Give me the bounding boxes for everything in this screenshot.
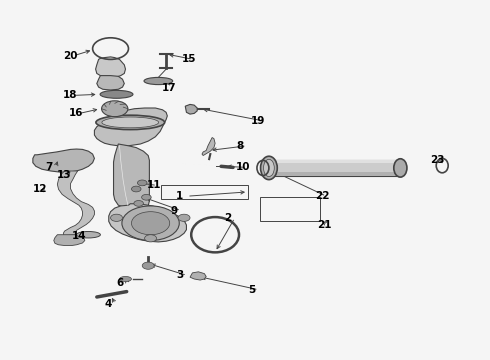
Text: 16: 16 bbox=[69, 108, 83, 118]
Polygon shape bbox=[33, 149, 95, 172]
Text: 17: 17 bbox=[161, 83, 176, 93]
Text: 19: 19 bbox=[251, 116, 266, 126]
Ellipse shape bbox=[262, 160, 270, 176]
Ellipse shape bbox=[102, 117, 159, 128]
Circle shape bbox=[131, 186, 141, 192]
Text: 13: 13 bbox=[57, 170, 71, 180]
Text: 4: 4 bbox=[104, 299, 112, 309]
Circle shape bbox=[131, 212, 170, 235]
Polygon shape bbox=[190, 272, 206, 280]
Ellipse shape bbox=[264, 159, 274, 176]
Polygon shape bbox=[185, 104, 197, 114]
Circle shape bbox=[142, 262, 154, 269]
Text: 8: 8 bbox=[236, 141, 244, 151]
Text: 7: 7 bbox=[45, 162, 52, 172]
Polygon shape bbox=[57, 171, 95, 236]
Polygon shape bbox=[97, 76, 124, 90]
Polygon shape bbox=[114, 144, 149, 209]
Text: 5: 5 bbox=[248, 285, 255, 295]
Text: 3: 3 bbox=[176, 270, 184, 280]
Polygon shape bbox=[96, 57, 125, 77]
Text: 1: 1 bbox=[176, 191, 184, 201]
Bar bbox=[266, 160, 400, 176]
Circle shape bbox=[137, 180, 147, 186]
Ellipse shape bbox=[144, 77, 172, 85]
Circle shape bbox=[134, 201, 144, 206]
Ellipse shape bbox=[96, 115, 165, 130]
Polygon shape bbox=[54, 235, 85, 246]
Text: 22: 22 bbox=[316, 191, 330, 201]
Text: 20: 20 bbox=[63, 51, 77, 61]
Text: 10: 10 bbox=[236, 162, 250, 172]
Text: 21: 21 bbox=[317, 220, 331, 230]
Circle shape bbox=[142, 194, 151, 200]
Polygon shape bbox=[109, 204, 186, 242]
Text: 12: 12 bbox=[33, 184, 48, 194]
Ellipse shape bbox=[76, 231, 100, 238]
Text: 6: 6 bbox=[117, 278, 124, 288]
Text: 14: 14 bbox=[72, 231, 86, 241]
Ellipse shape bbox=[261, 156, 277, 180]
Text: 15: 15 bbox=[182, 54, 197, 64]
Bar bbox=[260, 197, 319, 221]
Text: 11: 11 bbox=[147, 180, 161, 190]
Ellipse shape bbox=[394, 159, 407, 177]
Bar bbox=[161, 185, 248, 199]
Polygon shape bbox=[202, 138, 215, 156]
Ellipse shape bbox=[120, 276, 131, 282]
Circle shape bbox=[111, 214, 122, 221]
Text: 23: 23 bbox=[430, 155, 445, 165]
Circle shape bbox=[122, 206, 179, 240]
Polygon shape bbox=[95, 108, 167, 146]
Bar bbox=[266, 160, 400, 163]
Text: 18: 18 bbox=[63, 90, 77, 100]
Circle shape bbox=[178, 214, 190, 221]
Circle shape bbox=[145, 235, 157, 242]
Bar bbox=[266, 172, 400, 176]
Ellipse shape bbox=[100, 90, 133, 98]
Circle shape bbox=[101, 101, 128, 117]
Text: 9: 9 bbox=[171, 206, 177, 216]
Text: 2: 2 bbox=[224, 213, 231, 223]
